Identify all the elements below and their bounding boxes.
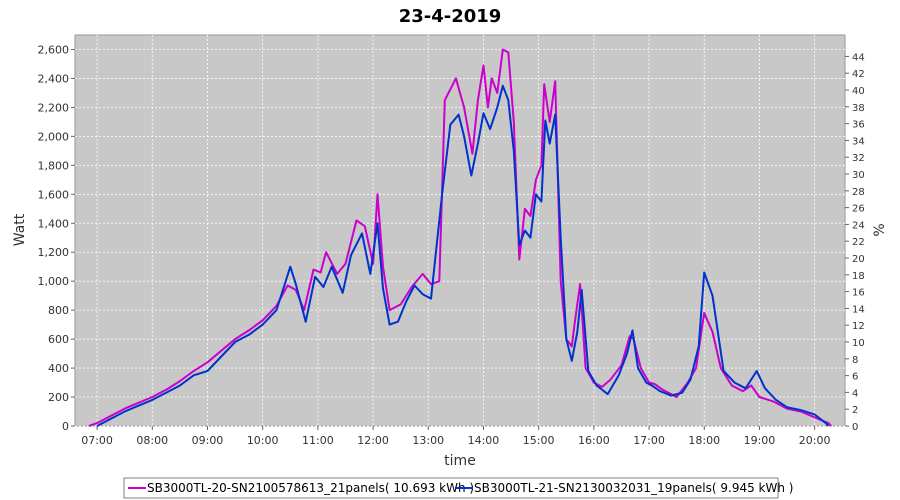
legend-box bbox=[123, 477, 779, 499]
y-right-tick-label: 40 bbox=[852, 86, 865, 97]
x-tick-label: 12:00 bbox=[357, 434, 389, 447]
legend-label-series-1: SB3000TL-20-SN2100578613_21panels( 10.69… bbox=[147, 481, 474, 495]
series-lines bbox=[88, 48, 832, 427]
grid bbox=[75, 35, 845, 427]
x-tick-label: 10:00 bbox=[247, 434, 279, 447]
y-axis-title: Watt bbox=[12, 213, 28, 246]
y-right-tick-label: 8 bbox=[852, 355, 858, 366]
x-tick-label: 20:00 bbox=[799, 434, 831, 447]
y-right-tick-label: 4 bbox=[852, 388, 858, 399]
x-tick-label: 16:00 bbox=[578, 434, 610, 447]
y-tick-label: 1,000 bbox=[38, 275, 70, 288]
y-right-tick-label: 36 bbox=[852, 120, 865, 131]
y-tick-label: 1,400 bbox=[38, 217, 70, 230]
y-right-tick-label: 22 bbox=[852, 237, 865, 248]
x-tick-label: 18:00 bbox=[688, 434, 720, 447]
y-right-tick-label: 38 bbox=[852, 103, 865, 114]
y-tick-label: 2,000 bbox=[38, 130, 70, 143]
y-tick-label: 1,200 bbox=[38, 246, 70, 259]
y-tick-label: 400 bbox=[48, 362, 69, 375]
x-tick-label: 11:00 bbox=[302, 434, 334, 447]
y-right-tick-label: 14 bbox=[852, 304, 865, 315]
y-right-tick-label: 6 bbox=[852, 372, 858, 383]
y-right-tick-label: 28 bbox=[852, 187, 865, 198]
y-right-tick-label: 32 bbox=[852, 153, 865, 164]
y-right-tick-label: 26 bbox=[852, 204, 865, 215]
y-right-tick-label: 10 bbox=[852, 338, 865, 349]
y-right-tick-label: 0 bbox=[852, 422, 858, 433]
series-line-2 bbox=[96, 84, 830, 427]
x-axis-title: time bbox=[444, 453, 476, 469]
x-tick-label: 08:00 bbox=[136, 434, 168, 447]
y-right-tick-label: 44 bbox=[852, 52, 865, 63]
x-tick-label: 09:00 bbox=[192, 434, 224, 447]
axes: 02004006008001,0001,2001,4001,6001,8002,… bbox=[38, 43, 865, 447]
y-right-tick-label: 16 bbox=[852, 288, 865, 299]
chart-title: 23-4-2019 bbox=[399, 6, 502, 27]
x-tick-label: 07:00 bbox=[81, 434, 113, 447]
x-tick-label: 13:00 bbox=[412, 434, 444, 447]
y-right-tick-label: 42 bbox=[852, 69, 865, 80]
y-tick-label: 600 bbox=[48, 333, 69, 346]
y-right-tick-label: 24 bbox=[852, 220, 865, 231]
y-tick-label: 1,600 bbox=[38, 188, 70, 201]
y-right-tick-label: 30 bbox=[852, 170, 865, 181]
y-tick-label: 0 bbox=[62, 420, 69, 433]
legend: SB3000TL-20-SN2100578613_21panels( 10.69… bbox=[123, 477, 793, 499]
legend-label-series-2: SB3000TL-21-SN2130032031_19panels( 9.945… bbox=[474, 481, 793, 495]
y-right-tick-label: 2 bbox=[852, 405, 858, 416]
x-tick-label: 19:00 bbox=[744, 434, 776, 447]
x-tick-label: 17:00 bbox=[633, 434, 665, 447]
y-axis-right-title: % bbox=[872, 223, 888, 236]
plot-area bbox=[74, 34, 846, 427]
x-tick-label: 14:00 bbox=[468, 434, 500, 447]
y-tick-label: 2,600 bbox=[38, 43, 70, 56]
y-right-tick-label: 20 bbox=[852, 254, 865, 265]
x-tick-label: 15:00 bbox=[523, 434, 555, 447]
y-tick-label: 200 bbox=[48, 391, 69, 404]
y-tick-label: 2,400 bbox=[38, 72, 70, 85]
y-right-tick-label: 34 bbox=[852, 136, 865, 147]
y-tick-label: 2,200 bbox=[38, 101, 70, 114]
y-tick-label: 1,800 bbox=[38, 159, 70, 172]
y-right-tick-label: 12 bbox=[852, 321, 865, 332]
y-tick-label: 800 bbox=[48, 304, 69, 317]
y-right-tick-label: 18 bbox=[852, 271, 865, 282]
